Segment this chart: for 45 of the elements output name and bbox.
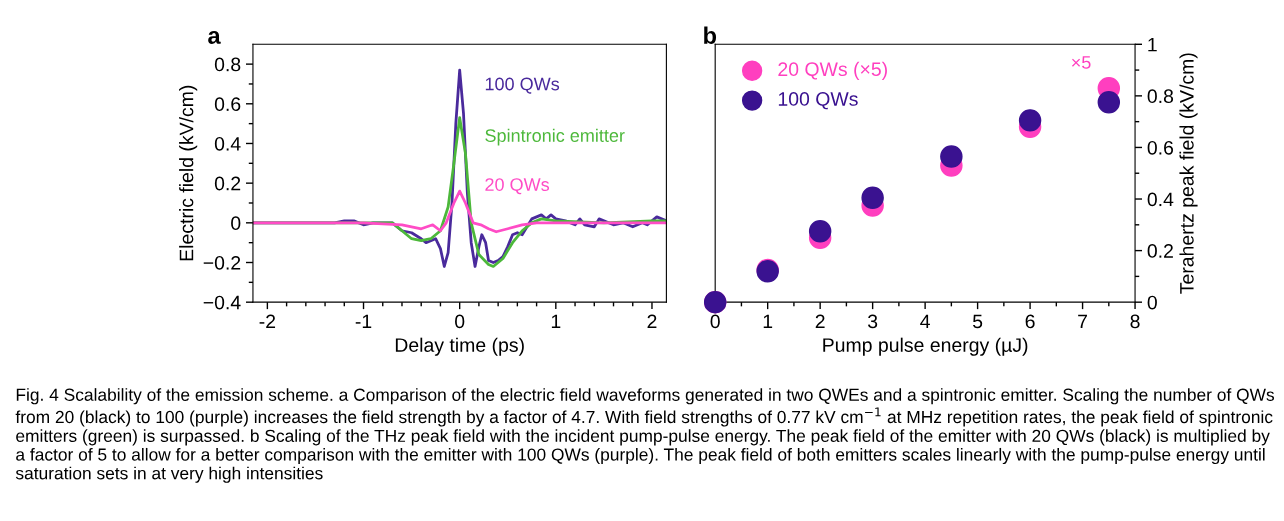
x-tick-label: 2 xyxy=(815,314,825,329)
y-tick-label: 0.2 xyxy=(1147,244,1173,258)
point xyxy=(808,220,832,243)
y-tick-label: 0.6 xyxy=(214,97,241,112)
point xyxy=(940,145,963,168)
y-tick-label: 0.6 xyxy=(1147,140,1174,155)
x-tick-label: 4 xyxy=(920,314,930,329)
x-axis-title: Delay time (ps) xyxy=(395,337,524,356)
x-tick-label: 3 xyxy=(867,314,878,329)
x-axis-title: Pump pulse energy (µJ) xyxy=(823,337,1028,356)
x-tick-label: 0 xyxy=(710,314,720,329)
caption: Fig. 4 Scalability of the emission scheme. a Comparison of the electric field waveforms generated in two QWEs and a spintronic emitter. Scaling the number of QWs from 20 (black) to 100 (purple) increases the field strength by a factor of 4.7. With field strengths of 0.77 kV cm$^{−1}$ at MHz repetition rates, the peak field of spintronic emitters (green) is surpassed. b Scaling of the THz peak field with the incident pump-pulse energy. The peak field of the emitter with 20 QWs (black) is multiplied by a factor of 5 to allow for a better comparison with the emitter with 100 QWs (purple). The peak field of both emitters scales linearly with the pump-pulse energy until saturation sets in at very high intensities xyxy=(15,388,1275,483)
chart-title: a xyxy=(208,30,221,44)
y-tick-label: 1 xyxy=(1148,37,1157,52)
y-tick-label: −0.2 xyxy=(203,255,241,270)
y-tick-label: −0.4 xyxy=(203,295,241,310)
point xyxy=(1018,109,1042,132)
x-tick-label: 2 xyxy=(647,314,657,329)
legend-label: 20 QWs (×5) xyxy=(778,61,887,80)
x-tick-label: 1 xyxy=(763,314,773,329)
series-label: 20 QWs xyxy=(485,178,550,195)
x-tick-label: 5 xyxy=(972,314,983,329)
x-tick-label: -2 xyxy=(259,314,276,329)
point xyxy=(861,186,884,209)
x-tick-label: 6 xyxy=(1025,314,1035,329)
chart-title: b xyxy=(704,26,717,44)
y-tick-label: 0 xyxy=(231,216,241,231)
y-axis-title: Terahertz peak field (kV/cm) xyxy=(1179,53,1198,294)
y-tick-label: 0.4 xyxy=(1147,192,1174,207)
x-tick-label: 8 xyxy=(1130,314,1140,329)
x-tick-label: 7 xyxy=(1078,314,1087,329)
y-tick-label: 0.2 xyxy=(214,176,241,191)
point xyxy=(1097,91,1121,114)
y-axis-title: Electric field (kV/cm) xyxy=(179,85,198,261)
y-tick-label: 0.8 xyxy=(214,57,241,72)
y-tick-label: 0.8 xyxy=(1147,89,1174,104)
x-tick-label: 0 xyxy=(455,314,465,329)
annotation: ×5 xyxy=(1072,56,1091,69)
x-tick-label: 1 xyxy=(551,314,561,329)
x-tick-label: -1 xyxy=(355,314,372,329)
series-label: Spintronic emitter xyxy=(485,128,625,146)
y-tick-label: 0 xyxy=(1147,295,1157,310)
y-tick-label: 0.4 xyxy=(214,136,241,151)
series-label: 100 QWs xyxy=(485,77,560,94)
legend-label: 100 QWs xyxy=(778,92,858,110)
